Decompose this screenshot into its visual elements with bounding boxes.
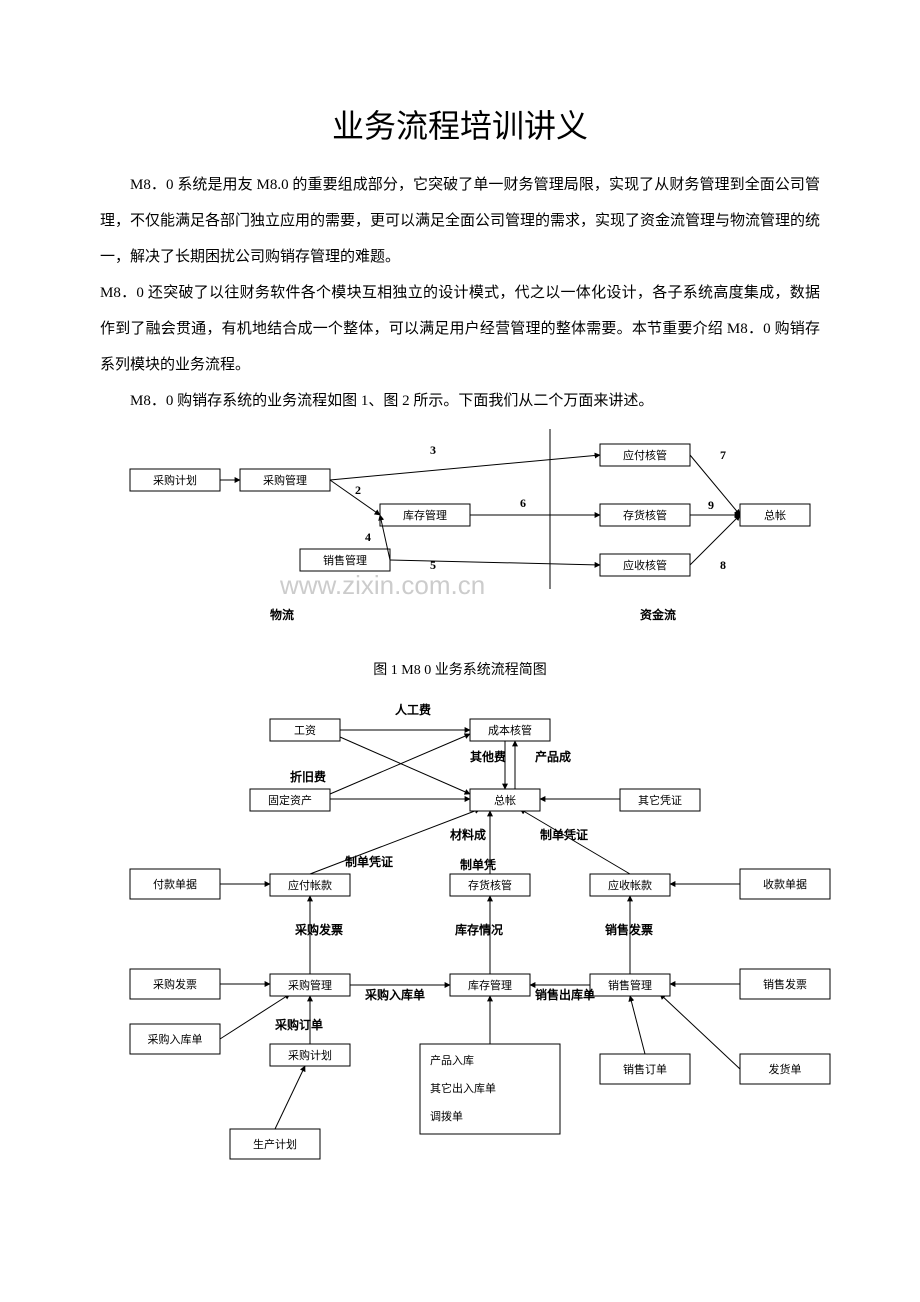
svg-text:6: 6 [520, 496, 526, 510]
svg-text:采购订单: 采购订单 [274, 1017, 323, 1032]
figure-1-diagram: www.zixin.com.cn 采购计划 采购管理库存管理销售管理 应付核管存货核管… [100, 419, 820, 649]
svg-text:销售管理: 销售管理 [323, 553, 367, 567]
svg-text:工资: 工资 [294, 724, 316, 737]
svg-text:采购发票: 采购发票 [294, 922, 343, 937]
svg-text:付款单据: 付款单据 [153, 877, 197, 891]
svg-text:其他费: 其他费 [470, 749, 506, 764]
svg-text:销售发票: 销售发票 [605, 922, 653, 937]
svg-text:收款单据: 收款单据 [763, 877, 807, 891]
svg-text:库存管理: 库存管理 [403, 508, 447, 522]
svg-text:采购管理: 采购管理 [288, 978, 332, 992]
svg-text:存货核管: 存货核管 [468, 878, 512, 892]
svg-text:人工费: 人工费 [395, 702, 431, 717]
figure-2-diagram: 工资 成本核管固定资产 总帐 其它凭证付款单据 应付帐款 存货核管 应收帐款 收款单据采购发票… [100, 699, 860, 1179]
svg-text:调拨单: 调拨单 [430, 1109, 463, 1123]
svg-text:应付帐款: 应付帐款 [288, 878, 332, 892]
svg-text:应付核管: 应付核管 [623, 448, 667, 462]
svg-text:采购计划: 采购计划 [288, 1048, 332, 1062]
svg-text:4: 4 [365, 530, 371, 544]
svg-text:固定资产: 固定资产 [268, 793, 312, 807]
svg-text:生产计划: 生产计划 [253, 1137, 297, 1151]
svg-text:资金流: 资金流 [640, 607, 676, 622]
svg-text:存货核管: 存货核管 [623, 508, 667, 522]
svg-text:其它出入库单: 其它出入库单 [430, 1081, 496, 1095]
svg-text:采购入库单: 采购入库单 [148, 1032, 203, 1046]
svg-text:销售管理: 销售管理 [608, 978, 652, 992]
svg-text:销售发票: 销售发票 [763, 977, 807, 991]
svg-text:成本核管: 成本核管 [488, 723, 532, 737]
svg-text:总帐: 总帐 [494, 793, 516, 807]
svg-text:采购发票: 采购发票 [153, 977, 197, 991]
svg-text:9: 9 [708, 498, 714, 512]
svg-text:产品入库: 产品入库 [430, 1053, 474, 1067]
paragraph-3: M8．0 购销存系统的业务流程如图 1、图 2 所示。下面我们从二个万面来讲述。 [100, 383, 820, 419]
svg-text:发货单: 发货单 [769, 1062, 802, 1076]
svg-text:制单凭证: 制单凭证 [345, 854, 393, 869]
svg-text:5: 5 [430, 558, 436, 572]
svg-text:www.zixin.com.cn: www.zixin.com.cn [279, 570, 485, 600]
svg-text:库存管理: 库存管理 [468, 978, 512, 992]
svg-text:3: 3 [430, 443, 436, 457]
svg-text:8: 8 [720, 558, 726, 572]
svg-text:其它凭证: 其它凭证 [638, 793, 682, 807]
paragraph-2: M8．0 还突破了以往财务软件各个模块互相独立的设计模式，代之以一体化设计，各子… [100, 275, 820, 383]
svg-text:销售出库单: 销售出库单 [535, 987, 595, 1002]
svg-text:采购计划: 采购计划 [153, 473, 197, 487]
page-title: 业务流程培训讲义 [100, 101, 820, 147]
svg-text:销售订单: 销售订单 [623, 1062, 667, 1076]
svg-text:总帐: 总帐 [764, 508, 786, 522]
svg-text:7: 7 [720, 448, 726, 462]
svg-text:材料成: 材料成 [449, 827, 486, 842]
svg-text:产品成: 产品成 [535, 749, 571, 764]
svg-text:制单凭证: 制单凭证 [540, 827, 588, 842]
svg-text:库存情况: 库存情况 [455, 922, 503, 937]
svg-text:采购入库单: 采购入库单 [364, 987, 425, 1002]
svg-text:应收帐款: 应收帐款 [608, 878, 652, 892]
svg-text:制单凭: 制单凭 [460, 857, 496, 872]
svg-text:2: 2 [355, 483, 361, 497]
paragraph-1: M8．0 系统是用友 M8.0 的重要组成部分，它突破了单一财务管理局限，实现了… [100, 167, 820, 275]
document-page: 业务流程培训讲义 M8．0 系统是用友 M8.0 的重要组成部分，它突破了单一财… [0, 0, 920, 1239]
svg-text:应收核管: 应收核管 [623, 558, 667, 572]
svg-text:物流: 物流 [270, 607, 294, 622]
svg-text:采购管理: 采购管理 [263, 473, 307, 487]
svg-text:折旧费: 折旧费 [290, 769, 326, 784]
figure-1-caption: 图 1 M8 0 业务系统流程简图 [100, 659, 820, 679]
